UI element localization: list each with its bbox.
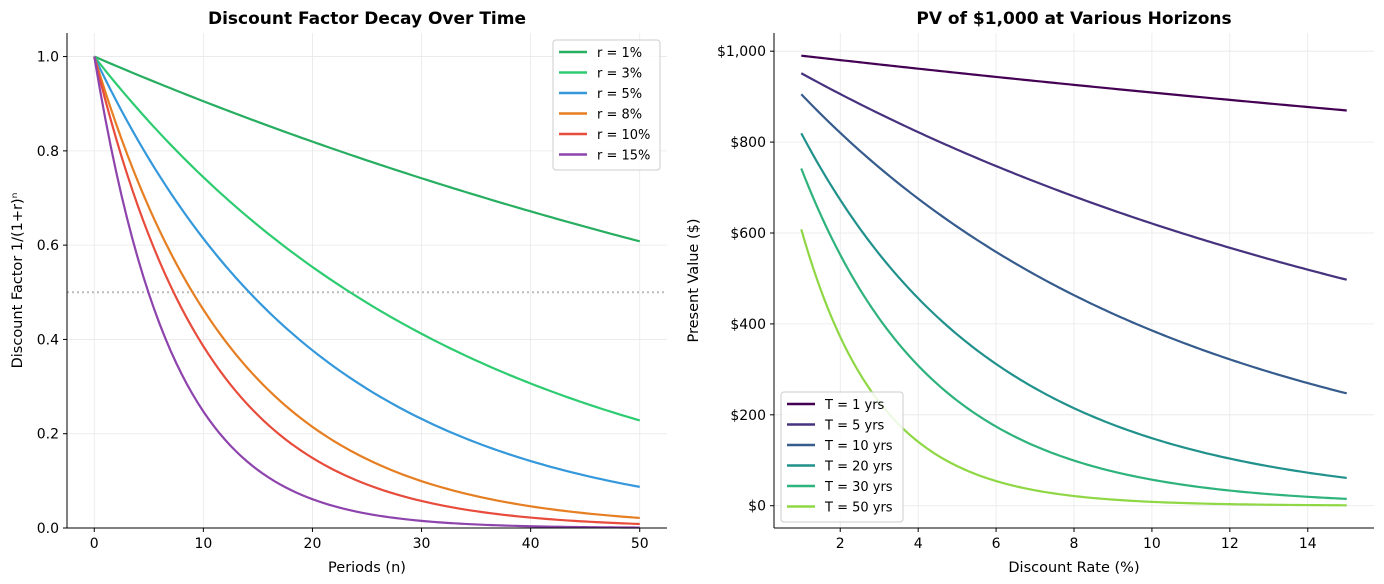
series-line-4 xyxy=(800,168,1347,500)
series-line-1 xyxy=(800,72,1347,281)
y-axis-label: Present Value ($) xyxy=(686,219,702,343)
y-tick-label: 0.0 xyxy=(37,521,59,537)
x-tick-label: 30 xyxy=(413,536,431,552)
x-tick-label: 14 xyxy=(1299,536,1317,552)
series-line-3 xyxy=(800,132,1347,480)
series-line-1 xyxy=(93,55,641,422)
series-line-0 xyxy=(93,55,641,243)
x-tick-label: 40 xyxy=(522,536,540,552)
legend-label: T = 5 yrs xyxy=(824,419,885,434)
legend-label: T = 30 yrs xyxy=(824,480,893,495)
panel-present-value: 2 4 6 8 10 12 14 $0 $200 $400 $600 $800 $1,000 PV of … xyxy=(686,9,1374,576)
x-tick-label: 10 xyxy=(1143,536,1161,552)
x-tick-label: 12 xyxy=(1221,536,1239,552)
y-tick-label: $800 xyxy=(730,135,766,151)
legend-label: r = 15% xyxy=(597,149,650,164)
x-tick-label: 2 xyxy=(836,536,845,552)
legend-label: r = 8% xyxy=(597,108,642,123)
x-tick-label: 0 xyxy=(90,536,99,552)
series-line-3 xyxy=(93,56,640,520)
y-tick-label: $400 xyxy=(730,317,766,333)
legend: T = 1 yrs T = 5 yrs T = 10 yrs T = 20 yrs T … xyxy=(780,391,904,523)
legend-label: T = 20 yrs xyxy=(824,460,893,475)
panel-discount-factor: 0 10 20 30 40 50 0.0 0.2 0.4 0.6 0.8 1.0 Discount Fa… xyxy=(10,9,667,576)
series-line-4 xyxy=(93,56,640,526)
y-tick-label: $1,000 xyxy=(717,44,766,60)
legend-label: r = 5% xyxy=(597,87,642,102)
y-tick-label: 1.0 xyxy=(37,50,59,66)
x-tick-label: 20 xyxy=(304,536,322,552)
legend-label: r = 1% xyxy=(597,46,642,61)
y-tick-label: $0 xyxy=(748,499,766,515)
y-tick-label: $600 xyxy=(730,226,766,242)
x-tick-label: 4 xyxy=(914,536,923,552)
y-tick-label: $200 xyxy=(730,408,766,424)
x-axis-label: Discount Rate (%) xyxy=(1008,560,1139,576)
legend-label: T = 10 yrs xyxy=(824,439,893,454)
x-tick-label: 6 xyxy=(992,536,1001,552)
x-tick-label: 10 xyxy=(194,536,212,552)
y-tick-label: 0.8 xyxy=(37,144,59,160)
series-line-2 xyxy=(800,93,1347,395)
legend-label: T = 1 yrs xyxy=(824,398,885,413)
chart-title: Discount Factor Decay Over Time xyxy=(208,9,526,29)
legend-label: r = 3% xyxy=(597,67,642,82)
y-axis-label: Discount Factor 1/(1+r)ⁿ xyxy=(10,192,26,368)
legend-label: r = 10% xyxy=(597,128,650,143)
legend: r = 1% r = 3% r = 5% r = 8% r = 10% r = 15% xyxy=(552,39,661,171)
y-tick-label: 0.2 xyxy=(37,427,59,443)
series-line-5 xyxy=(93,56,640,529)
x-tick-label: 50 xyxy=(631,536,649,552)
y-tick-label: 0.6 xyxy=(37,238,59,254)
series-line-0 xyxy=(801,54,1347,112)
legend-label: T = 50 yrs xyxy=(824,501,893,516)
series-line-2 xyxy=(93,56,640,488)
x-axis-label: Periods (n) xyxy=(328,560,406,576)
y-tick-label: 0.4 xyxy=(37,332,59,348)
x-tick-label: 8 xyxy=(1070,536,1079,552)
chart-title: PV of $1,000 at Various Horizons xyxy=(916,9,1231,29)
